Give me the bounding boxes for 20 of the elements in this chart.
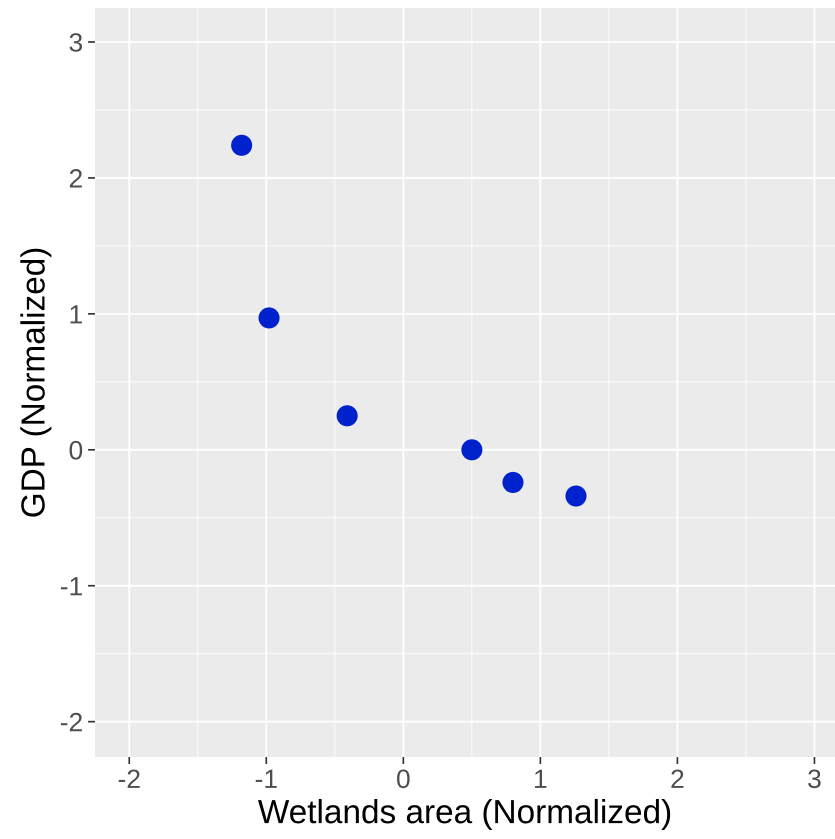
point	[258, 307, 280, 328]
point	[231, 134, 252, 156]
x-tick-label: 1	[535, 770, 546, 788]
y-axis-title: GDP (Normalized)	[20, 248, 52, 517]
x-tick-label: 2	[671, 770, 684, 788]
y-tick-label: -2	[60, 712, 82, 732]
point	[461, 439, 482, 460]
x-tick-label: -2	[118, 770, 140, 788]
x-tick-label: -1	[256, 770, 277, 788]
x-axis-title: Wetlands area (Normalized)	[258, 798, 670, 830]
x-tick-label: 0	[397, 770, 410, 788]
y-tick-label: -1	[60, 577, 82, 596]
y-tick-label: 3	[70, 33, 82, 52]
point	[565, 485, 587, 507]
y-tick-label: 0	[70, 440, 82, 460]
y-tick-label: 2	[70, 169, 82, 188]
x-tick-label: 3	[808, 770, 821, 788]
y-tick-label: 1	[70, 305, 82, 324]
point	[336, 405, 358, 426]
point	[502, 472, 524, 493]
